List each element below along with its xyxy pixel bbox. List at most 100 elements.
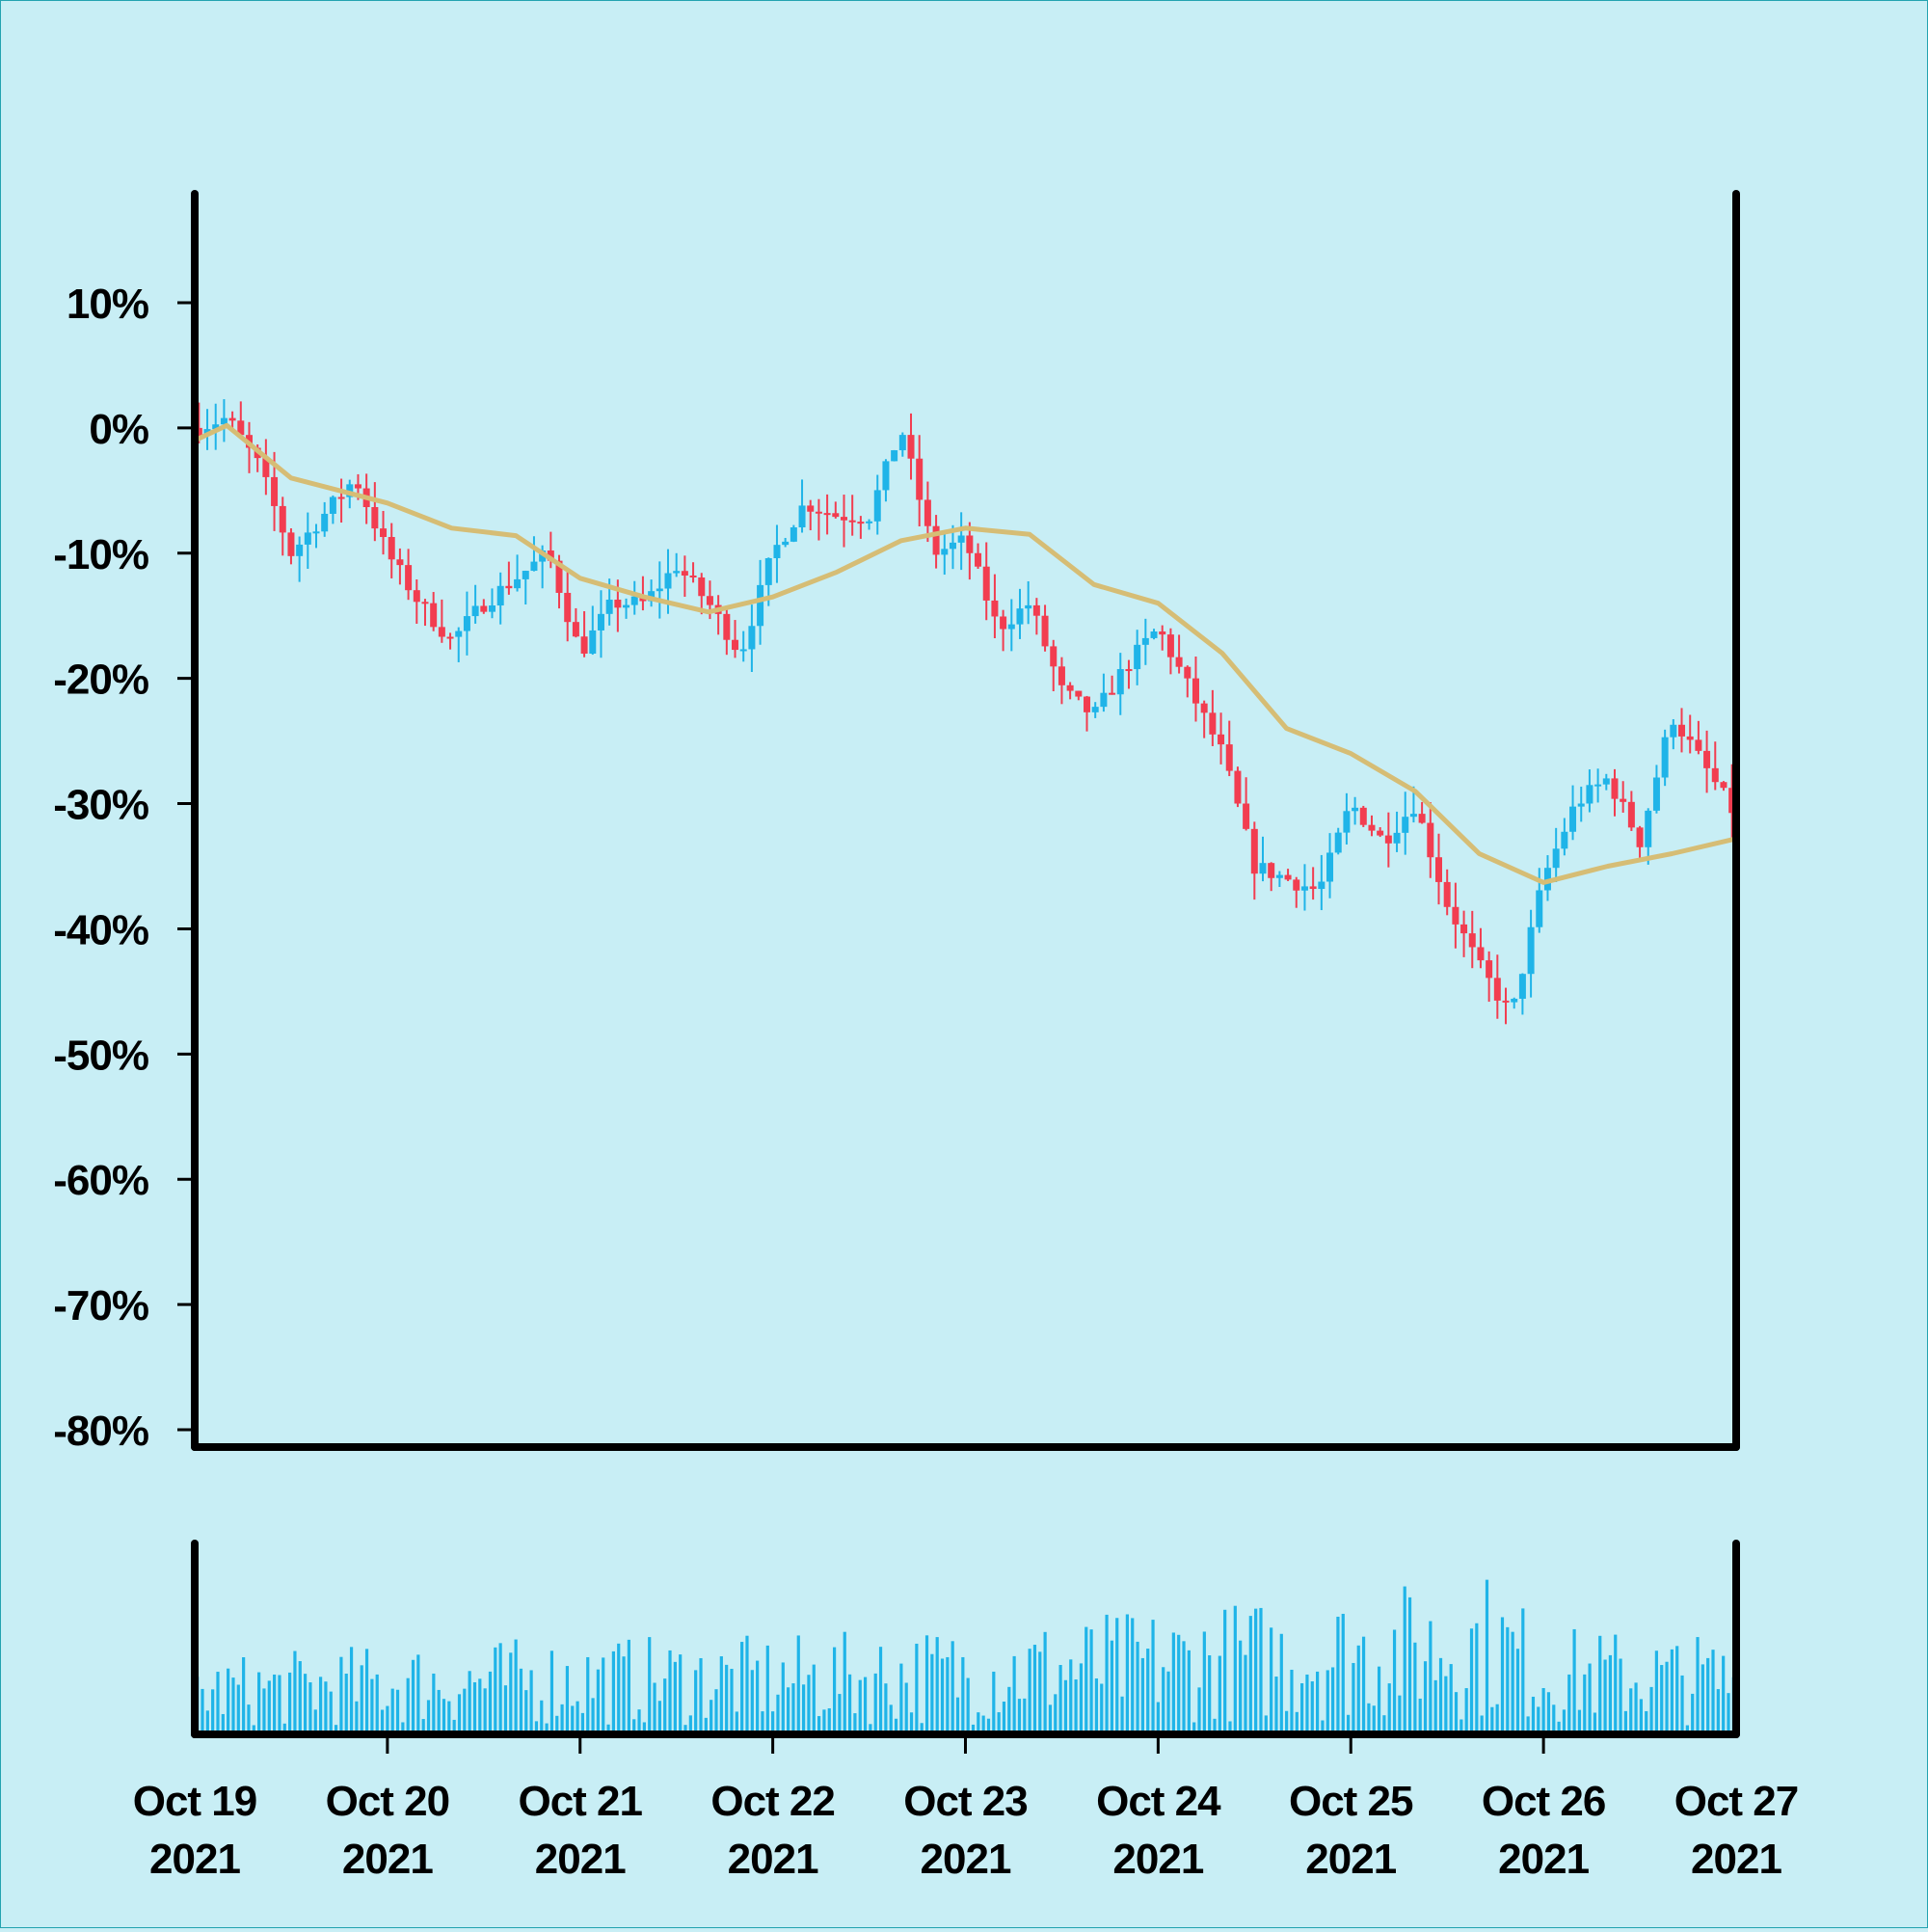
volume-bar bbox=[483, 1688, 487, 1734]
volume-bar bbox=[1038, 1651, 1042, 1734]
candle bbox=[907, 413, 915, 480]
candle bbox=[1594, 768, 1602, 803]
candle-body bbox=[555, 560, 563, 593]
candle-body bbox=[405, 565, 413, 591]
volume-bar bbox=[699, 1657, 703, 1734]
candle-body bbox=[1594, 784, 1602, 787]
candle bbox=[924, 481, 931, 543]
volume-bar bbox=[211, 1689, 215, 1734]
volume-bar bbox=[1032, 1645, 1037, 1734]
volume-bar bbox=[1500, 1617, 1505, 1734]
volume-bar bbox=[1557, 1721, 1561, 1734]
candle bbox=[321, 501, 329, 537]
volume-bar bbox=[1208, 1655, 1212, 1734]
candle bbox=[1460, 910, 1468, 957]
candle-body bbox=[1225, 744, 1233, 771]
candle bbox=[891, 449, 898, 462]
volume-bar bbox=[1295, 1711, 1299, 1734]
x-tick-label-year: 2021 bbox=[1498, 1836, 1589, 1883]
candle bbox=[991, 574, 999, 638]
volume-bar bbox=[1423, 1661, 1428, 1734]
candle bbox=[388, 523, 395, 578]
volume-bar bbox=[1403, 1586, 1406, 1734]
candle-body bbox=[1293, 879, 1300, 891]
volume-bar bbox=[242, 1657, 246, 1734]
candle-body bbox=[757, 584, 764, 627]
candle bbox=[932, 515, 940, 569]
volume-bar bbox=[416, 1654, 420, 1734]
volume-bar bbox=[1541, 1687, 1545, 1734]
volume-bar bbox=[447, 1701, 451, 1734]
volume-bar bbox=[1110, 1640, 1114, 1734]
candle-body bbox=[1686, 736, 1694, 740]
x-tick-label-date: Oct 24 bbox=[1096, 1778, 1221, 1825]
y-axis-ticks: 10% 0% -10% -20% -30% -40% -50% -60% -70% -80% bbox=[53, 281, 195, 1455]
candle bbox=[1703, 730, 1711, 793]
volume-bar bbox=[930, 1653, 934, 1734]
volume-bar bbox=[791, 1683, 795, 1734]
candle bbox=[840, 495, 847, 548]
volume-bar bbox=[1511, 1631, 1514, 1734]
candle bbox=[455, 627, 463, 662]
volume-bar bbox=[303, 1674, 308, 1734]
candle bbox=[489, 588, 496, 619]
candle-body bbox=[329, 496, 336, 514]
volume-bar bbox=[617, 1643, 621, 1734]
volume-bar bbox=[1079, 1663, 1084, 1734]
volume-bar bbox=[1588, 1663, 1592, 1734]
candle bbox=[1352, 796, 1359, 825]
volume-bar bbox=[1171, 1632, 1175, 1734]
candle bbox=[1109, 675, 1116, 695]
candle-body bbox=[1443, 881, 1451, 907]
candle-body bbox=[1393, 832, 1401, 844]
volume-bar bbox=[807, 1675, 811, 1734]
candle bbox=[656, 561, 663, 619]
candle-body bbox=[1670, 724, 1677, 738]
candle-body bbox=[1125, 669, 1133, 672]
candle bbox=[1058, 657, 1065, 705]
volume-bar bbox=[1696, 1637, 1700, 1734]
candle bbox=[1393, 811, 1401, 852]
volume-bar bbox=[1475, 1623, 1479, 1734]
candle-body bbox=[1577, 803, 1585, 807]
candle-body bbox=[630, 596, 638, 605]
volume-bar bbox=[1192, 1722, 1196, 1734]
candle bbox=[1268, 862, 1275, 892]
candle-body bbox=[1569, 806, 1577, 832]
candle-body bbox=[321, 513, 329, 532]
candle bbox=[832, 501, 840, 519]
volume-bar bbox=[787, 1687, 790, 1734]
candle-body bbox=[463, 616, 470, 631]
candle-body bbox=[681, 571, 688, 576]
candle-body bbox=[848, 520, 856, 523]
volume-bar bbox=[1387, 1683, 1391, 1734]
candle-body bbox=[1695, 739, 1702, 751]
volume-bar bbox=[278, 1675, 281, 1734]
volume-bar bbox=[231, 1677, 235, 1734]
volume-bar bbox=[756, 1660, 760, 1734]
candle-body bbox=[1468, 933, 1476, 948]
candle bbox=[773, 524, 781, 583]
candle-body bbox=[1259, 863, 1267, 874]
candle bbox=[1627, 791, 1635, 831]
volume-bar bbox=[637, 1709, 641, 1734]
volume-bar bbox=[288, 1672, 292, 1734]
volume-bar bbox=[776, 1694, 780, 1734]
candle-body bbox=[220, 417, 228, 425]
candle bbox=[1561, 818, 1568, 856]
volume-bar bbox=[370, 1678, 374, 1734]
candle bbox=[1602, 773, 1610, 791]
volume-bar bbox=[1619, 1658, 1622, 1734]
candle-body bbox=[605, 599, 613, 614]
volume-bar bbox=[915, 1643, 919, 1734]
volume-bar bbox=[1007, 1686, 1011, 1734]
x-tick-label-year: 2021 bbox=[1305, 1836, 1396, 1883]
candle-body bbox=[1058, 666, 1065, 685]
candle bbox=[982, 542, 990, 621]
candle bbox=[279, 496, 286, 556]
candle-body bbox=[489, 605, 496, 612]
candle-body bbox=[1368, 824, 1376, 831]
volume-bar bbox=[1711, 1650, 1715, 1734]
volume-bar bbox=[1321, 1720, 1325, 1734]
candle-body bbox=[1250, 828, 1258, 874]
